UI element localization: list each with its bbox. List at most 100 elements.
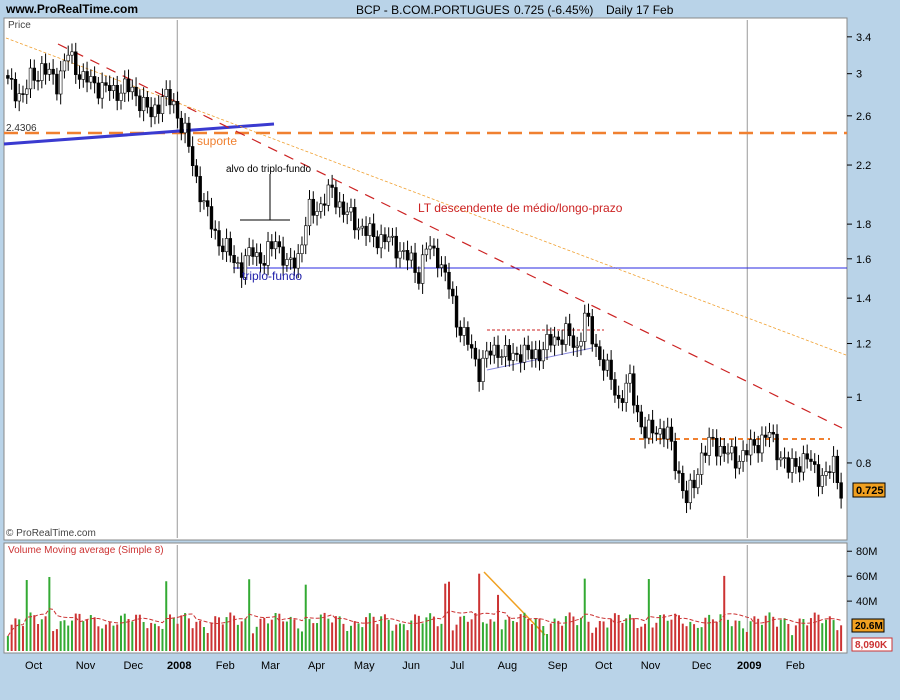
last-price-badge xyxy=(852,482,886,498)
candle xyxy=(797,466,802,473)
volume-bar xyxy=(587,621,590,651)
candle xyxy=(281,246,285,266)
candle xyxy=(432,245,436,249)
volume-bar xyxy=(18,619,21,651)
candle xyxy=(779,457,783,461)
volume-bar xyxy=(349,625,352,651)
annotation-lines xyxy=(3,37,847,636)
candle xyxy=(541,349,545,362)
candle xyxy=(104,82,108,86)
candle xyxy=(296,253,300,269)
volume-bar xyxy=(546,634,549,651)
volume-bar xyxy=(282,621,285,651)
candle xyxy=(334,187,338,208)
x-tick-label: Oct xyxy=(25,660,42,672)
candle xyxy=(462,327,466,336)
volume-bar xyxy=(89,615,92,651)
volume-bar xyxy=(738,620,741,651)
volume-bar xyxy=(421,623,424,651)
candle xyxy=(662,428,666,440)
candle xyxy=(153,104,157,118)
volume-bar xyxy=(466,621,469,651)
volume-bar xyxy=(670,619,673,651)
candle xyxy=(707,436,711,456)
watermark: © ProRealTime.com xyxy=(6,528,96,539)
volume-bar xyxy=(195,621,198,651)
volume-bar xyxy=(74,613,77,651)
volume-bar xyxy=(380,616,383,651)
volume-bar xyxy=(97,626,100,651)
candle xyxy=(243,255,248,278)
volume-bar xyxy=(327,618,330,651)
candle xyxy=(654,432,659,435)
candle xyxy=(745,450,749,456)
volume-bar xyxy=(191,628,194,651)
candle xyxy=(594,343,598,347)
volume-bar xyxy=(757,618,760,651)
volume-bar xyxy=(153,623,156,651)
volume-bar xyxy=(828,616,831,651)
candle xyxy=(74,51,78,75)
volume-bar xyxy=(432,616,435,651)
volume-bar xyxy=(169,614,172,651)
x-tick-label: Aug xyxy=(498,660,518,672)
volume-bar xyxy=(187,618,190,651)
volume-bar xyxy=(749,621,752,651)
volume-bar xyxy=(591,632,594,651)
volume-bar xyxy=(595,627,598,651)
volume-bar xyxy=(210,622,213,651)
candle xyxy=(353,207,357,231)
candle xyxy=(175,101,180,119)
volume-bar xyxy=(14,618,17,651)
volume-bar xyxy=(410,620,413,651)
volume-bar xyxy=(508,616,511,651)
candle xyxy=(156,104,161,114)
candle xyxy=(518,354,523,363)
x-tick-label: Jul xyxy=(450,660,464,672)
candle xyxy=(371,223,376,237)
volume-bar xyxy=(6,636,9,651)
volume-moving-average xyxy=(7,608,842,637)
volume-bar xyxy=(689,621,692,651)
volume-bar xyxy=(764,615,767,651)
candle xyxy=(194,165,199,177)
volume-bar xyxy=(33,615,36,651)
candle xyxy=(669,426,674,442)
volume-bar xyxy=(138,614,141,651)
volume-bar xyxy=(715,621,718,651)
site-name[interactable]: www.ProRealTime.com xyxy=(6,2,139,16)
candle xyxy=(609,359,613,380)
volume-bar xyxy=(821,623,824,651)
candle xyxy=(650,419,655,434)
candle xyxy=(451,288,455,297)
vol-tick-label: 80M xyxy=(856,546,877,558)
volume-bar xyxy=(361,627,364,651)
candle xyxy=(500,356,504,358)
candle xyxy=(764,434,768,438)
candle xyxy=(771,431,775,435)
candle xyxy=(386,236,391,243)
candle xyxy=(839,482,843,499)
volume-bar xyxy=(730,626,733,651)
candle xyxy=(575,345,579,348)
volume-bar xyxy=(236,624,239,651)
candle xyxy=(726,452,730,455)
candle xyxy=(77,74,82,80)
volume-bar xyxy=(93,617,96,651)
x-tick-label: May xyxy=(354,660,375,672)
volume-bar xyxy=(832,620,835,651)
volume-bar xyxy=(564,616,567,651)
volume-bar xyxy=(644,623,647,651)
volume-bar xyxy=(776,626,779,651)
volume-bar xyxy=(199,620,202,651)
volume-bar xyxy=(353,621,356,651)
volume-bar xyxy=(628,614,631,651)
candle xyxy=(616,394,621,399)
volume-bar xyxy=(131,621,134,651)
candle xyxy=(81,71,85,80)
y-tick-label: 1 xyxy=(856,392,862,404)
volume-bar xyxy=(527,618,530,651)
volume-bar xyxy=(576,625,579,651)
volume-bar xyxy=(101,628,104,651)
